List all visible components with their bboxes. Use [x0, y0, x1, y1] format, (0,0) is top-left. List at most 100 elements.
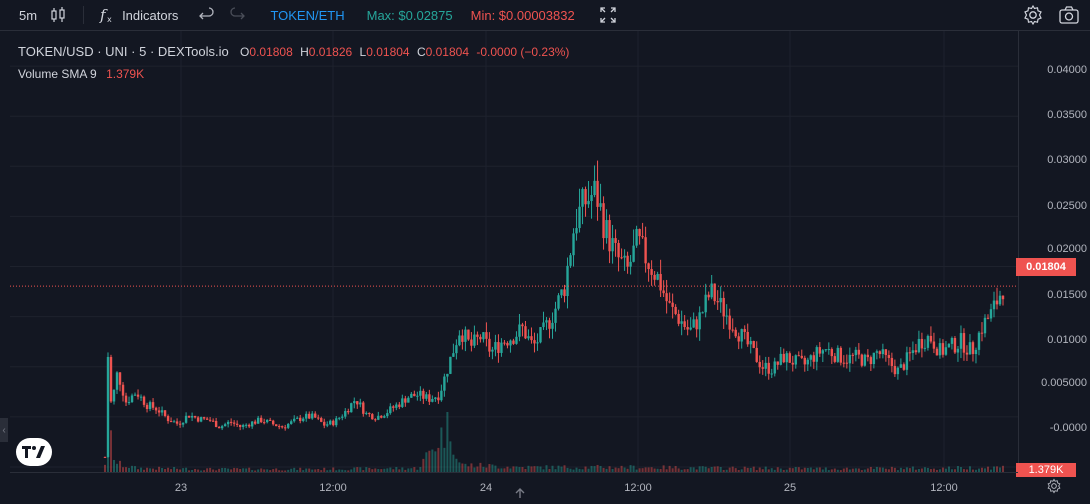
- volume-bar: [926, 467, 929, 472]
- candle-body: [190, 415, 194, 418]
- volume-bar: [869, 466, 872, 472]
- candle-body: [797, 355, 800, 357]
- volume-bar: [482, 466, 485, 472]
- fullscreen-button[interactable]: [599, 0, 617, 30]
- high-value: 0.01826: [308, 45, 353, 59]
- volume-bar: [863, 469, 866, 472]
- scroll-up-arrow-icon[interactable]: [514, 487, 526, 502]
- candle-body: [584, 189, 587, 205]
- volume-bar: [479, 462, 482, 472]
- undo-button[interactable]: [192, 0, 222, 30]
- candle-body: [749, 340, 752, 345]
- candle-body: [776, 361, 779, 365]
- candle-body: [491, 349, 494, 352]
- volume-bar: [950, 469, 953, 472]
- collapse-toggle[interactable]: ‹: [0, 418, 8, 442]
- price-tick: 0.03000: [1047, 154, 1087, 166]
- volume-bar: [845, 467, 848, 472]
- volume-bar: [179, 469, 182, 472]
- volume-bar: [350, 469, 353, 472]
- candle-body: [268, 419, 272, 421]
- candle-body: [788, 353, 791, 363]
- volume-bar: [389, 467, 392, 472]
- volume-bar: [311, 469, 314, 472]
- volume-bar: [323, 467, 326, 472]
- candle-body: [938, 343, 942, 356]
- volume-bar: [287, 469, 290, 472]
- volume-bar: [188, 470, 191, 472]
- tradingview-logo[interactable]: [16, 438, 52, 466]
- candle-body: [413, 393, 416, 397]
- volume-bar: [563, 465, 566, 472]
- candle-body: [629, 261, 632, 267]
- volume-bar: [659, 468, 662, 472]
- high-key: H: [300, 45, 309, 59]
- camera-icon[interactable]: [1058, 4, 1080, 29]
- interval-button[interactable]: 5m: [0, 0, 45, 30]
- volume-bar: [506, 466, 509, 472]
- volume-bar: [716, 466, 719, 472]
- candle-body: [635, 228, 638, 246]
- pair-label[interactable]: TOKEN/ETH: [270, 7, 345, 23]
- volume-bar: [596, 464, 599, 472]
- volume-bar: [773, 469, 776, 472]
- volume-bar: [119, 460, 122, 472]
- volume-bar: [134, 466, 137, 472]
- volume-bar: [830, 469, 833, 472]
- chart-pane[interactable]: [10, 31, 1018, 472]
- candle-body: [638, 228, 641, 237]
- candle-body: [118, 372, 122, 385]
- volume-bar: [137, 469, 140, 472]
- candle-body: [710, 283, 713, 298]
- volume-bar: [536, 466, 539, 472]
- candle-body: [157, 410, 161, 413]
- volume-bar: [233, 467, 236, 472]
- price-chart[interactable]: [10, 31, 1018, 472]
- volume-bar: [557, 465, 560, 472]
- axis-settings-icon[interactable]: [1046, 478, 1062, 497]
- candle-body: [151, 402, 155, 408]
- candle-body: [335, 418, 338, 426]
- candle-body: [217, 426, 221, 429]
- candle-body: [368, 412, 371, 415]
- time-axis[interactable]: 23 12:00 24 12:00 25 12:00: [10, 472, 1018, 504]
- volume-bar: [959, 467, 962, 472]
- candle-body: [518, 324, 521, 337]
- volume-bar: [788, 467, 791, 472]
- candle-body: [305, 413, 308, 419]
- volume-bar: [122, 467, 125, 472]
- candle-body: [223, 424, 227, 427]
- settings-icon[interactable]: [1022, 4, 1044, 29]
- volume-bar: [260, 468, 263, 472]
- candle-body: [896, 367, 900, 375]
- candle-body: [256, 417, 260, 424]
- candle-body: [277, 426, 281, 428]
- volume-bar: [302, 470, 305, 472]
- volume-bar: [842, 468, 845, 472]
- candle-body: [926, 335, 930, 348]
- volume-bar: [722, 469, 725, 472]
- volume-bar: [914, 469, 917, 472]
- candle-body: [686, 327, 689, 330]
- volume-bar: [308, 468, 311, 472]
- chart-type-button[interactable]: [45, 0, 77, 30]
- candle-body: [917, 338, 921, 353]
- candle-body: [154, 407, 158, 411]
- volume-bar: [176, 468, 179, 472]
- volume-bar: [149, 468, 152, 472]
- candle-body: [506, 342, 509, 346]
- candle-body: [650, 269, 653, 275]
- volume-bar: [335, 470, 338, 472]
- svg-text:f: f: [99, 6, 108, 24]
- volume-bar: [488, 464, 491, 472]
- price-axis[interactable]: 0.04000 0.03500 0.03000 0.02500 0.02000 …: [1018, 31, 1090, 472]
- candle-body: [617, 242, 620, 258]
- redo-button[interactable]: [222, 0, 252, 30]
- volume-bar: [575, 467, 578, 472]
- volume-bar: [638, 468, 641, 472]
- volume-bar: [983, 468, 986, 472]
- fullscreen-icon: [599, 6, 617, 24]
- volume-bar: [776, 467, 779, 472]
- volume-bar: [629, 465, 632, 472]
